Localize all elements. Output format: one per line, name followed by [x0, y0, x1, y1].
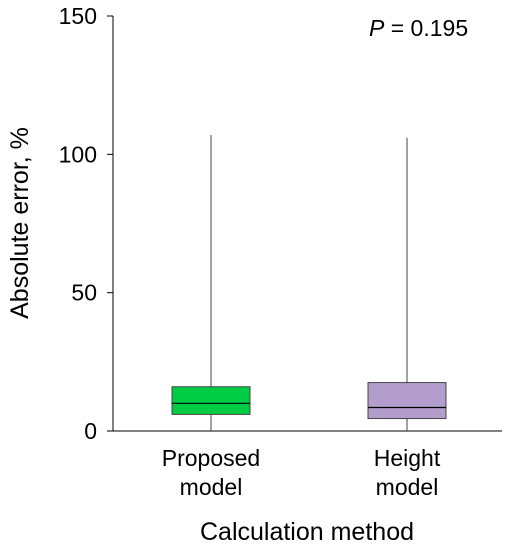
x-axis-title: Calculation method [200, 518, 414, 546]
box-2 [367, 137, 447, 431]
box-1 [171, 134, 251, 431]
x-axis-tick-labels: Proposed model Height model [162, 445, 441, 500]
interquartile-box [171, 386, 251, 415]
x-tick-label-line: model [180, 474, 243, 500]
p-value-symbol: P [369, 15, 385, 41]
interquartile-box [367, 382, 447, 420]
y-tick-label: 100 [59, 141, 97, 167]
y-axis-ticks: 0 50 100 150 [59, 3, 113, 444]
boxes [171, 134, 447, 431]
x-tick-label: Proposed model [162, 445, 260, 500]
x-tick-label-line: Proposed [162, 445, 260, 471]
x-tick-label-line: Height [374, 445, 441, 471]
plot-area [112, 16, 502, 432]
p-value-text: = 0.195 [384, 15, 468, 41]
x-tick-label-line: model [376, 474, 439, 500]
y-axis-title: Absolute error, % [6, 127, 34, 319]
y-tick-label: 150 [59, 3, 97, 29]
x-tick-label: Height model [374, 445, 441, 500]
y-tick-label: 50 [71, 280, 97, 306]
p-value-annotation: P = 0.195 [369, 15, 468, 41]
y-tick-label: 0 [84, 418, 97, 444]
